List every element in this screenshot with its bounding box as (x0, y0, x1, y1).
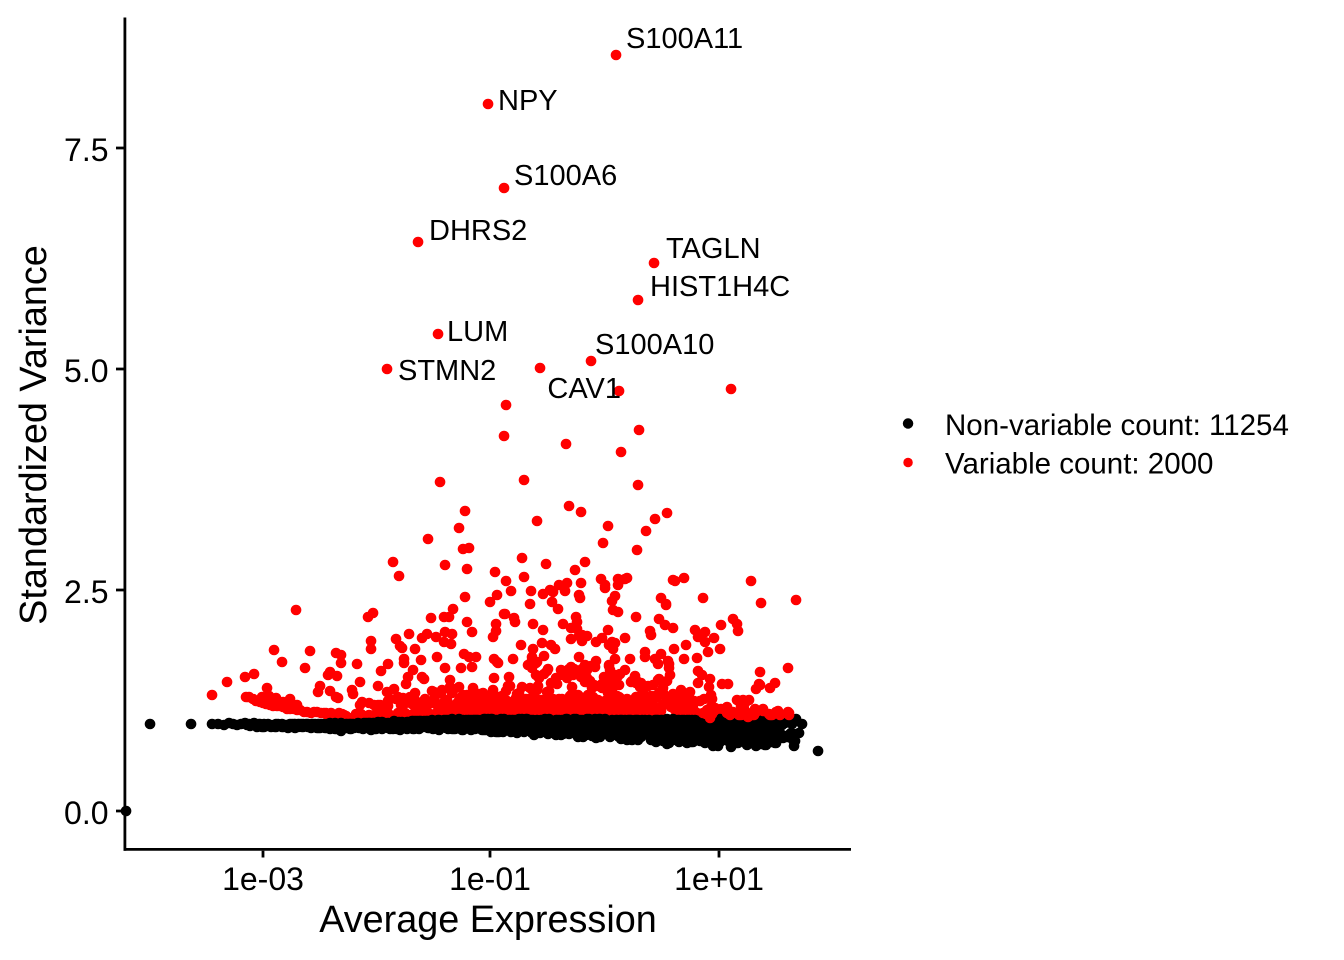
svg-text:CAV1: CAV1 (547, 373, 621, 405)
svg-text:S100A10: S100A10 (595, 329, 714, 361)
svg-text:1e-01: 1e-01 (449, 861, 531, 897)
svg-text:STMN2: STMN2 (398, 355, 496, 387)
svg-text:HIST1H4C: HIST1H4C (650, 271, 790, 303)
svg-text:1e-03: 1e-03 (222, 861, 304, 897)
svg-text:0.0: 0.0 (64, 795, 108, 831)
svg-text:TAGLN: TAGLN (666, 233, 761, 265)
svg-text:LUM: LUM (447, 316, 508, 348)
svg-text:2.5: 2.5 (64, 574, 108, 610)
svg-text:DHRS2: DHRS2 (429, 215, 527, 247)
svg-text:Non-variable count: 11254: Non-variable count: 11254 (945, 409, 1289, 442)
svg-text:1e+01: 1e+01 (674, 861, 764, 897)
svg-text:Standardized Variance: Standardized Variance (13, 245, 55, 625)
svg-text:7.5: 7.5 (64, 132, 108, 168)
svg-text:S100A6: S100A6 (514, 160, 617, 192)
svg-text:5.0: 5.0 (64, 353, 108, 389)
svg-text:Variable count: 2000: Variable count: 2000 (945, 448, 1213, 481)
svg-text:NPY: NPY (498, 85, 558, 117)
svg-text:S100A11: S100A11 (626, 23, 743, 55)
svg-text:Average Expression: Average Expression (319, 899, 657, 941)
